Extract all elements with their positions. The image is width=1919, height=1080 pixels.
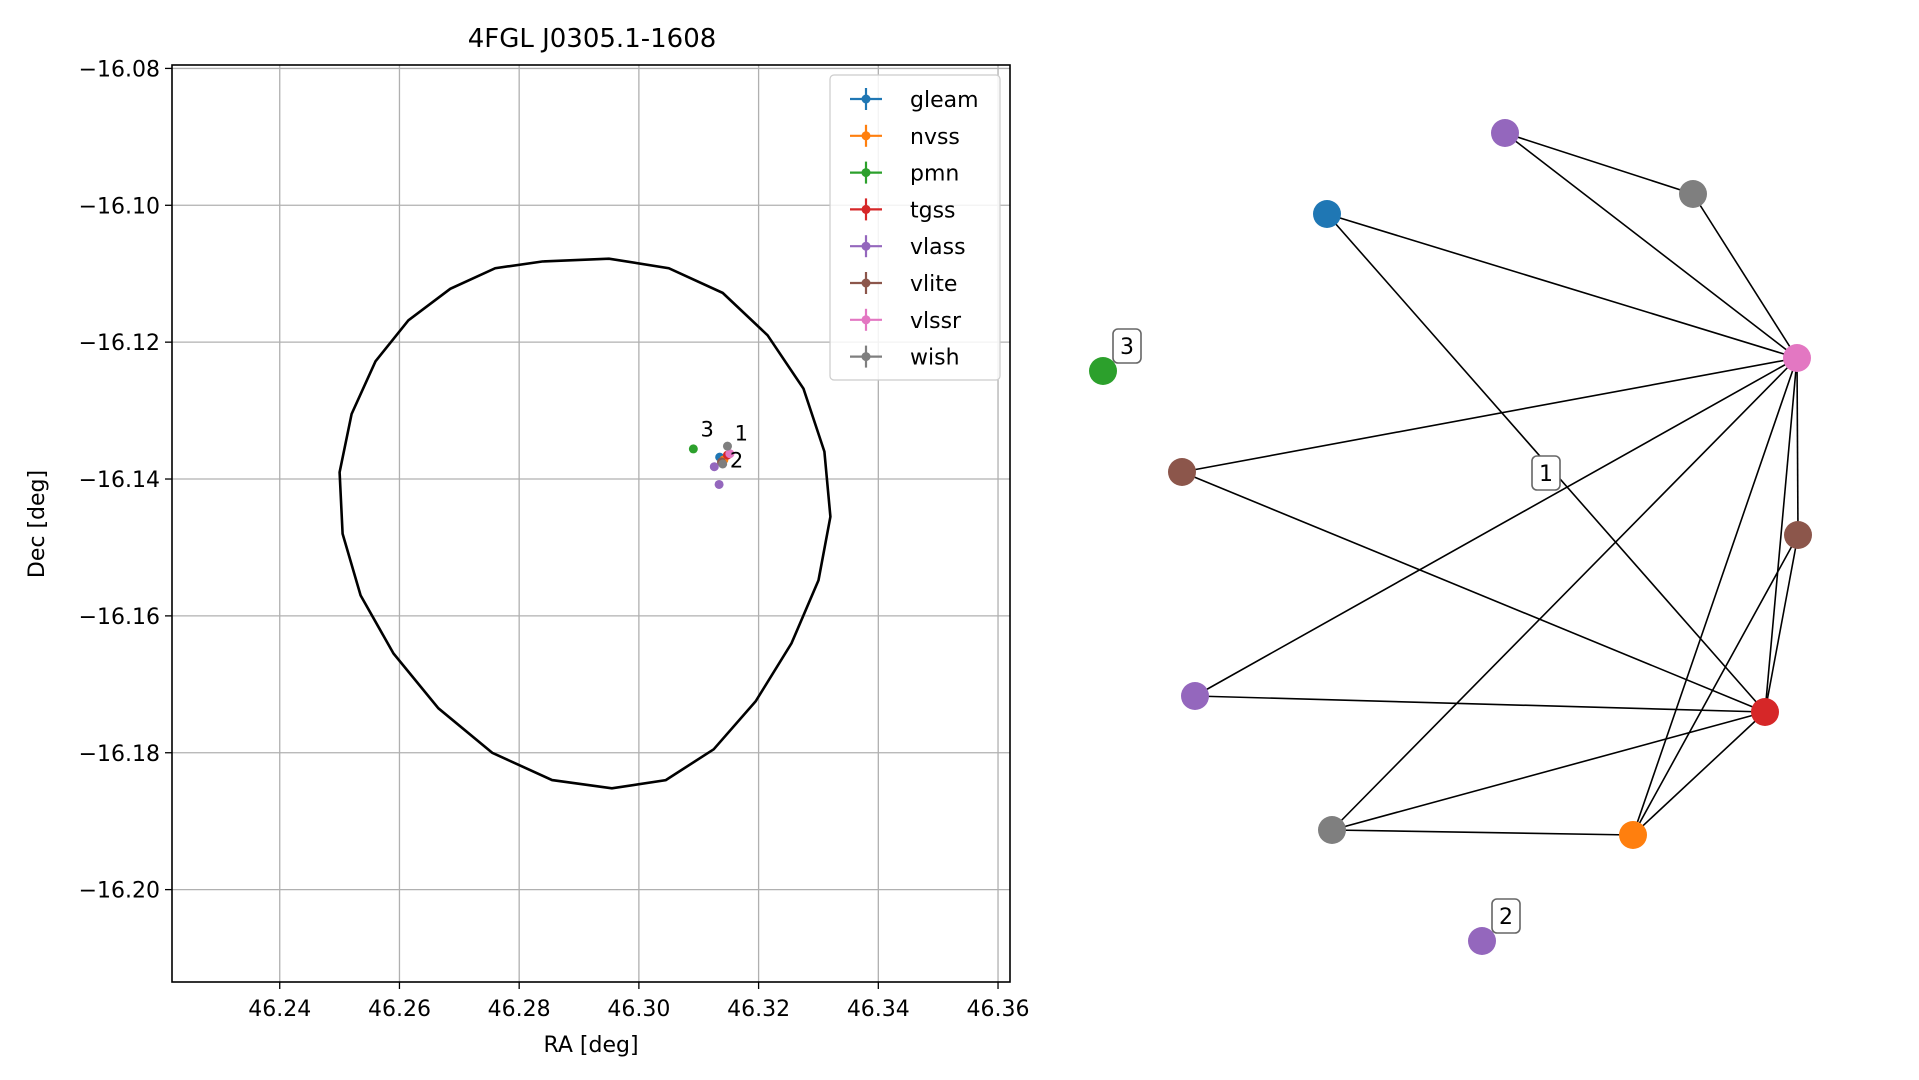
network-node-wish_a <box>1679 180 1707 208</box>
legend-marker-gleam <box>861 94 871 104</box>
y-tick-label: −16.18 <box>79 742 160 767</box>
network-label-box <box>1112 328 1142 364</box>
error-ellipse-path <box>338 257 832 790</box>
error-ellipse <box>338 257 832 790</box>
data-point-pmn <box>688 444 698 454</box>
legend-label-vlssr: vlssr <box>910 309 962 334</box>
legend: gleam nvss pmn tgss vlass vlite vlssr wish <box>829 74 1001 381</box>
legend-marker-vlssr <box>861 315 871 325</box>
network-edge <box>1632 357 1798 836</box>
network-labels: 1 2 3 <box>1112 328 1561 934</box>
chart-title: 4FGL J0305.1-1608 <box>468 24 717 54</box>
x-tick-label: 46.24 <box>248 997 311 1022</box>
network-edge <box>1181 357 1798 473</box>
axis-ticks: 46.24 46.26 46.28 46.30 46.32 46.34 46.36 −16.0… <box>79 57 1030 1022</box>
network-node-vlite_b <box>1168 458 1196 486</box>
legend-marker-tgss <box>861 204 871 214</box>
plot-frame <box>171 64 1011 983</box>
y-tick-label: −16.10 <box>79 194 160 219</box>
legend-marker-pmn <box>861 168 871 178</box>
network-edge <box>1326 213 1798 359</box>
legend-marker-vlass <box>861 241 871 251</box>
legend-label-vlass: vlass <box>910 235 966 260</box>
x-tick-label: 46.26 <box>368 997 431 1022</box>
x-tick-label: 46.34 <box>847 997 910 1022</box>
network-edge <box>1331 711 1766 831</box>
network-node-vlass_a <box>1491 119 1519 147</box>
y-axis-label: Dec [deg] <box>25 470 50 578</box>
network-edge <box>1504 132 1694 195</box>
network-node-pmn <box>1089 357 1117 385</box>
data-point-vlssr <box>725 449 735 459</box>
y-tick-label: −16.14 <box>79 468 160 493</box>
network-edge <box>1764 534 1799 713</box>
data-point-wish <box>718 459 728 469</box>
network-label: 1 <box>1531 455 1561 491</box>
legend-marker-nvss <box>861 131 871 141</box>
network-panel: 1 2 3 <box>1089 119 1812 955</box>
scatter-panel: 4FGL J0305.1-1608 123 46.24 46.26 46.28 46.… <box>25 24 1030 1058</box>
x-tick-label: 46.32 <box>727 997 790 1022</box>
x-tick-label: 46.28 <box>488 997 551 1022</box>
network-label-text: 2 <box>1499 905 1513 930</box>
annotation-label: 1 <box>735 422 748 446</box>
network-label: 3 <box>1112 328 1142 364</box>
network-edge <box>1194 357 1798 697</box>
annotation-label: 2 <box>730 448 743 472</box>
y-tick-label: −16.16 <box>79 605 160 630</box>
network-edge <box>1181 471 1766 713</box>
network-edge <box>1796 357 1799 536</box>
legend-marker-vlite <box>861 278 871 288</box>
network-nodes <box>1089 119 1812 955</box>
network-label-text: 3 <box>1120 335 1134 360</box>
legend-label-gleam: gleam <box>910 88 979 113</box>
annotation-label: 3 <box>701 418 714 442</box>
y-tick-label: −16.20 <box>79 879 160 904</box>
network-label-text: 1 <box>1539 462 1553 487</box>
network-edge <box>1504 132 1798 359</box>
network-label-box <box>1531 455 1561 491</box>
network-edge <box>1632 711 1766 836</box>
data-point-wish <box>722 441 732 451</box>
y-tick-label: −16.08 <box>79 57 160 82</box>
point-annotations: 123 <box>701 418 748 473</box>
network-edge <box>1331 829 1634 836</box>
network-edge <box>1331 357 1798 831</box>
x-axis-label: RA [deg] <box>543 1033 638 1058</box>
network-edge <box>1194 695 1766 713</box>
network-node-vlass_c <box>1468 927 1496 955</box>
network-edge <box>1692 193 1798 359</box>
x-tick-label: 46.36 <box>967 997 1030 1022</box>
network-node-tgss <box>1751 698 1779 726</box>
network-edge <box>1632 534 1799 836</box>
legend-box <box>829 74 1001 381</box>
network-node-vlssr <box>1783 344 1811 372</box>
legend-label-wish: wish <box>910 346 960 371</box>
network-node-gleam <box>1313 200 1341 228</box>
network-edge <box>1764 357 1798 713</box>
data-points <box>688 441 735 489</box>
x-tick-label: 46.30 <box>607 997 670 1022</box>
network-node-wish_b <box>1318 816 1346 844</box>
network-label-box <box>1491 898 1521 934</box>
y-tick-label: −16.12 <box>79 331 160 356</box>
network-edges <box>1181 132 1799 836</box>
data-point-vlass <box>714 479 724 489</box>
data-point-vlass <box>709 462 719 472</box>
legend-label-tgss: tgss <box>910 198 956 223</box>
legend-label-nvss: nvss <box>910 125 960 150</box>
network-node-vlass_b <box>1181 682 1209 710</box>
network-node-vlite_a <box>1784 521 1812 549</box>
network-label: 2 <box>1491 898 1521 934</box>
legend-marker-wish <box>861 352 871 362</box>
legend-label-pmn: pmn <box>910 162 959 187</box>
network-node-nvss <box>1619 821 1647 849</box>
legend-label-vlite: vlite <box>910 272 957 297</box>
